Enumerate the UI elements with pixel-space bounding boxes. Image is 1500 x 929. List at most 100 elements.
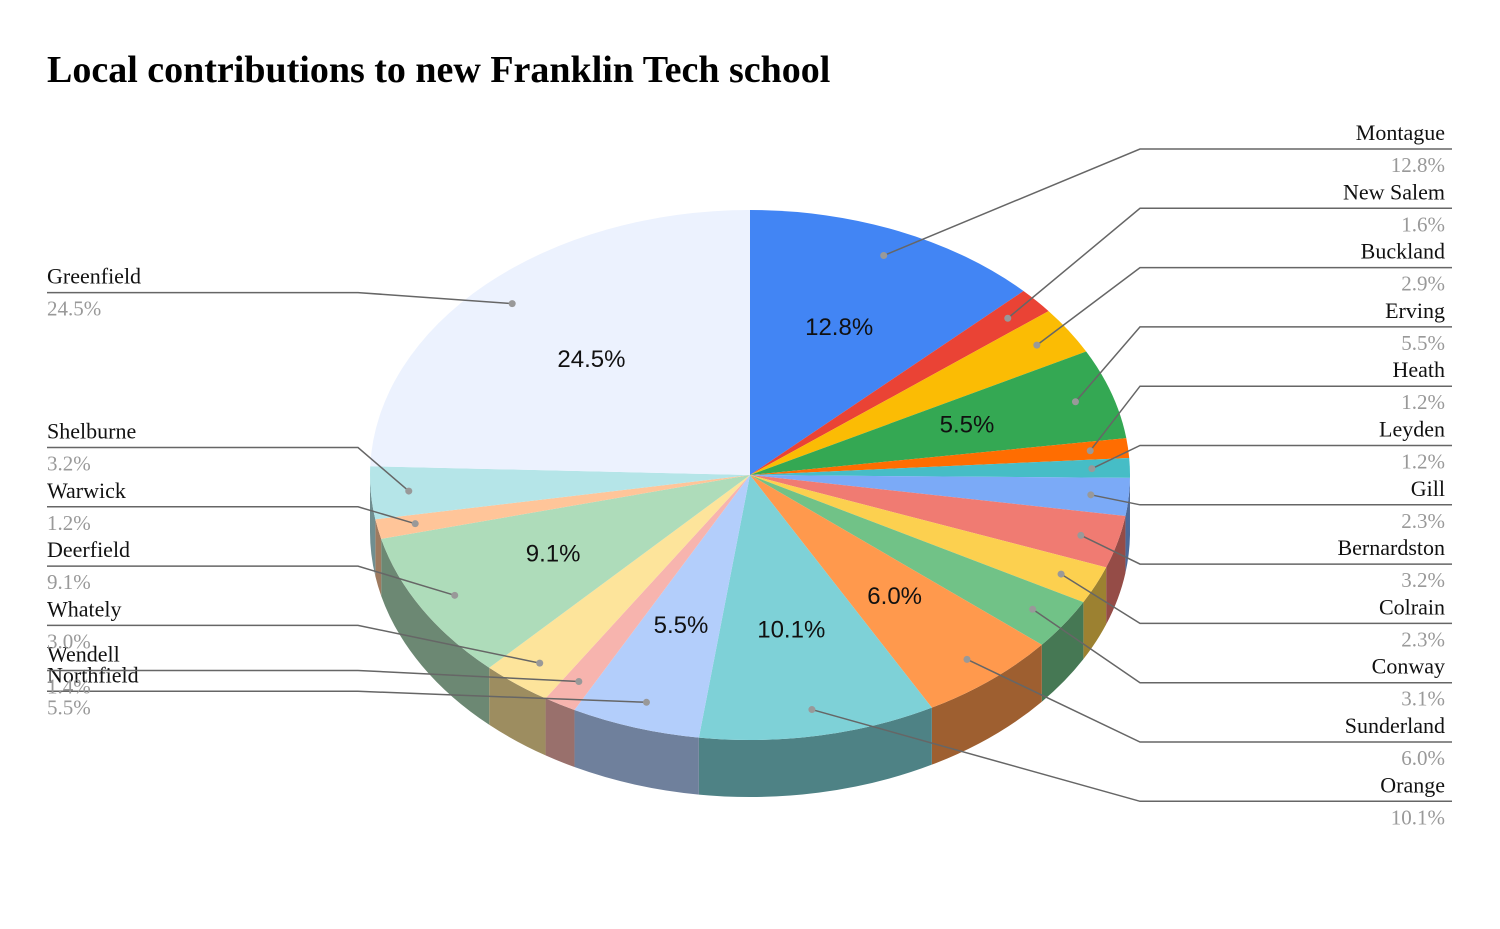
legend-label: Deerfield: [47, 537, 130, 562]
leader-dot: [642, 698, 650, 706]
leader-dot: [808, 706, 816, 714]
leader-line: [47, 690, 647, 704]
legend-value: 24.5%: [47, 297, 101, 321]
slice: [375, 475, 750, 539]
slice-side: [1041, 602, 1084, 702]
leader-dot: [451, 591, 459, 599]
legend-value: 1.6%: [1401, 212, 1445, 236]
slice-side: [375, 519, 382, 596]
leader-dot: [880, 251, 888, 259]
leader-dot: [1086, 447, 1094, 455]
legend-value: 6.0%: [1401, 746, 1445, 770]
leader-line: [47, 565, 455, 597]
chart-title: Local contributions to new Franklin Tech…: [47, 49, 830, 91]
slice: [545, 475, 750, 711]
leader-line: [1036, 266, 1452, 346]
leader-dot: [405, 487, 413, 495]
leader-line: [966, 658, 1452, 743]
legend-label: Erving: [1385, 298, 1445, 323]
slice: [750, 351, 1127, 475]
legend-value: 1.4%: [47, 674, 91, 698]
legend-value: 3.2%: [47, 452, 91, 476]
legend-label: Greenfield: [47, 264, 141, 289]
slice: [370, 210, 750, 475]
leader-dot: [411, 520, 419, 528]
slice-side: [545, 698, 575, 768]
slice-label: 12.8%: [805, 314, 873, 341]
legend-label: Sunderland: [1345, 713, 1445, 738]
legend-value: 2.3%: [1401, 509, 1445, 533]
legend-label: Bernardston: [1337, 535, 1445, 560]
slice-side: [698, 707, 932, 797]
leader-dot: [1071, 398, 1079, 406]
leader-line: [1074, 326, 1452, 403]
legend-value: 1.2%: [1401, 390, 1445, 414]
slice: [750, 311, 1087, 475]
leader-dot: [1029, 605, 1037, 613]
leader-line: [1032, 608, 1452, 684]
slice: [750, 475, 1107, 603]
slice-side: [574, 710, 699, 795]
slice-label: 9.1%: [526, 541, 581, 568]
legend-value: 3.0%: [47, 629, 91, 653]
slice-side: [931, 644, 1042, 765]
leader-line: [47, 624, 540, 664]
slice-label: 24.5%: [557, 346, 625, 373]
leader-line: [47, 291, 513, 305]
slice: [750, 210, 1024, 475]
leader-dot: [536, 659, 544, 667]
leader-line: [1089, 385, 1452, 452]
slice-label: 5.5%: [654, 612, 709, 639]
slice: [750, 475, 1084, 645]
slice-side: [381, 538, 490, 725]
legend-label: New Salem: [1343, 179, 1445, 204]
leader-line: [1090, 494, 1452, 506]
legend-label: Montague: [1356, 120, 1445, 145]
slice: [750, 438, 1130, 475]
slice: [750, 291, 1049, 475]
legend-value: 5.5%: [47, 695, 91, 719]
slice-side: [1125, 477, 1130, 574]
legend-label: Shelburne: [47, 419, 136, 444]
leader-dot: [575, 677, 583, 685]
leader-dot: [963, 655, 971, 663]
legend-label: Leyden: [1379, 417, 1445, 442]
leader-dot: [1033, 341, 1041, 349]
legend-value: 1.2%: [1401, 450, 1445, 474]
slice-side: [370, 475, 376, 577]
legend-value: 3.2%: [1401, 568, 1445, 592]
slice-side: [489, 667, 546, 756]
slice: [489, 475, 750, 699]
leader-line: [47, 446, 410, 492]
slice-label: 10.1%: [757, 617, 825, 644]
leader-dot: [1087, 491, 1095, 499]
leader-dot: [508, 300, 516, 308]
leader-line: [1091, 444, 1452, 470]
legend-label: Warwick: [47, 478, 126, 503]
legend-value: 12.8%: [1391, 153, 1445, 177]
slice-label: 6.0%: [867, 583, 922, 610]
leader-dot: [1004, 314, 1012, 322]
slice: [750, 475, 1130, 517]
leader-line: [811, 708, 1452, 803]
slice-side: [1106, 516, 1126, 625]
slice: [370, 466, 750, 520]
slice: [381, 475, 750, 668]
leader-dot: [1057, 570, 1065, 578]
legend-label: Whately: [47, 596, 122, 621]
legend-value: 9.1%: [47, 570, 91, 594]
legend-label: Orange: [1380, 772, 1445, 797]
slice: [750, 457, 1130, 478]
slice-side: [1083, 567, 1107, 660]
leader-line: [1060, 573, 1452, 625]
legend-label: Buckland: [1361, 239, 1445, 264]
leader-line: [1080, 534, 1452, 565]
slice: [750, 475, 1042, 708]
leader-dot: [1088, 465, 1096, 473]
legend-label: Northfield: [47, 662, 139, 687]
legend-value: 2.9%: [1401, 272, 1445, 296]
legend-label: Conway: [1372, 654, 1445, 679]
legend-label: Heath: [1392, 357, 1445, 382]
legend-value: 3.1%: [1401, 687, 1445, 711]
